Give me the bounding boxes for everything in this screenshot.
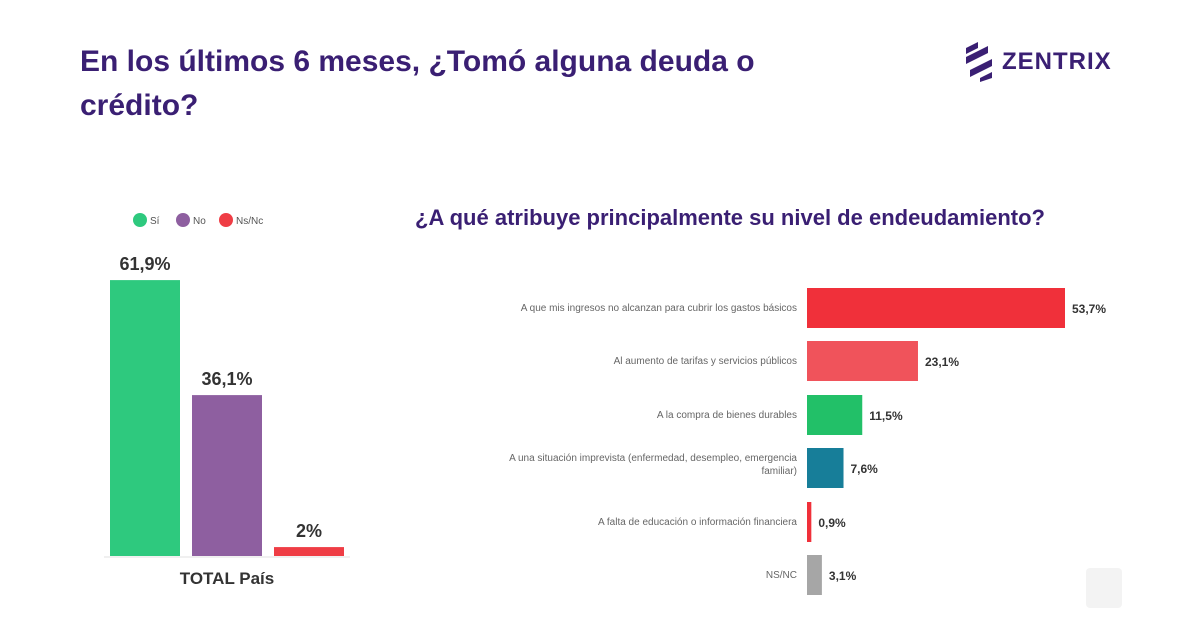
zentrix-logo-icon <box>966 42 992 82</box>
data-label: 23,1% <box>925 355 959 369</box>
category-label: NS/NC <box>766 570 797 581</box>
bar <box>807 448 844 488</box>
data-label: 0,9% <box>818 516 846 530</box>
watermark-badge <box>1086 568 1122 608</box>
page-title: En los últimos 6 meses, ¿Tomó alguna deu… <box>80 45 755 122</box>
x-axis-label: TOTAL País <box>180 569 274 588</box>
bar <box>807 555 822 595</box>
data-label: 2% <box>296 521 322 541</box>
brand-logo: ZENTRIX <box>962 40 1142 82</box>
category-label: Al aumento de tarifas y servicios públic… <box>614 356 797 367</box>
data-label: 36,1% <box>201 369 252 389</box>
bar <box>807 502 812 542</box>
legend-dot <box>133 213 147 227</box>
data-label: 3,1% <box>829 569 857 583</box>
legend-label: No <box>193 216 206 227</box>
bar <box>192 395 262 556</box>
category-label: A que mis ingresos no alcanzan para cubr… <box>521 303 797 314</box>
category-label: A la compra de bienes durables <box>657 410 797 421</box>
data-label: 53,7% <box>1072 302 1106 316</box>
category-label: A una situación imprevista (enfermedad, … <box>509 453 797 477</box>
bar <box>807 395 863 435</box>
data-label: 11,5% <box>869 409 903 423</box>
legend-label: Ns/Nc <box>236 216 263 227</box>
data-label: 61,9% <box>119 254 170 274</box>
legend-dot <box>176 213 190 227</box>
bar <box>807 288 1065 328</box>
legend-label: Sí <box>150 216 160 227</box>
bar <box>110 280 180 556</box>
bar <box>807 341 918 381</box>
chart-title: ¿A qué atribuye principalmente su nivel … <box>415 205 1045 230</box>
legend-dot <box>219 213 233 227</box>
brand-name: ZENTRIX <box>1002 48 1112 75</box>
category-label: A falta de educación o información finan… <box>598 517 797 528</box>
bar <box>274 547 344 556</box>
data-label: 7,6% <box>851 462 879 476</box>
